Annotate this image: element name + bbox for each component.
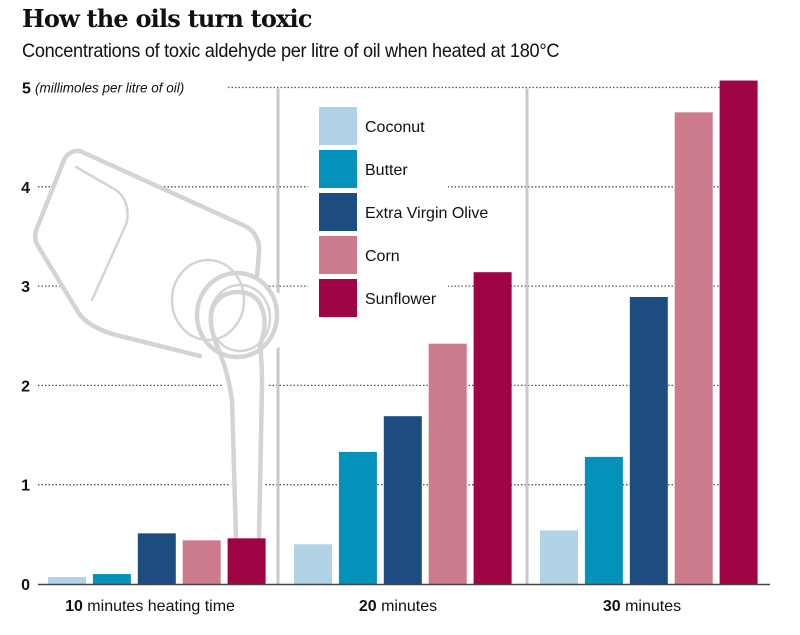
chart-title: How the oils turn toxic xyxy=(22,4,312,33)
legend: Coconut Butter Extra Virgin Olive Corn Sunfl… xyxy=(319,107,488,317)
y-axis: 0 1 2 3 4 5 (millimoles per litre of oil) xyxy=(21,81,184,595)
bar-coconut-10min xyxy=(48,577,86,584)
x-category-label: 20 minutes xyxy=(359,598,437,615)
x-category-text: minutes heating time xyxy=(83,598,235,615)
legend-swatch xyxy=(319,107,357,145)
legend-swatch xyxy=(319,236,357,274)
y-tick-label: 4 xyxy=(21,180,30,197)
bar-sunflower-20min xyxy=(473,272,512,584)
bars xyxy=(48,80,758,584)
x-axis-labels: 10 minutes heating time 20 minutes 30 minu… xyxy=(65,598,681,615)
y-tick-label: 3 xyxy=(21,279,30,296)
bar-butter-20min xyxy=(338,451,377,584)
y-tick-label: 1 xyxy=(21,478,30,495)
y-tick-label: 5 xyxy=(22,81,31,98)
oil-bottle-pouring-icon xyxy=(32,148,297,541)
bar-coconut-20min xyxy=(294,544,332,584)
x-category-number: 30 xyxy=(603,598,621,615)
bar-coconut-30min xyxy=(540,530,578,584)
legend-label: Coconut xyxy=(365,119,425,136)
y-tick-label: 0 xyxy=(21,577,30,594)
x-category-text: minutes xyxy=(621,598,681,615)
bar-butter-10min xyxy=(92,574,131,584)
legend-label: Butter xyxy=(365,162,408,179)
bar-corn-30min xyxy=(674,112,713,584)
legend-label: Sunflower xyxy=(365,291,437,308)
x-category-label: 30 minutes xyxy=(603,598,681,615)
bar-extra-virgin-olive-20min xyxy=(383,416,422,584)
bar-butter-30min xyxy=(584,456,623,584)
bar-extra-virgin-olive-30min xyxy=(629,297,668,584)
legend-swatch xyxy=(319,150,357,188)
x-category-text: minutes xyxy=(377,598,437,615)
x-category-label: 10 minutes heating time xyxy=(65,598,235,615)
x-category-number: 10 xyxy=(65,598,83,615)
bar-sunflower-10min xyxy=(227,538,266,584)
legend-swatch xyxy=(319,279,357,317)
bar-corn-20min xyxy=(428,343,467,584)
legend-label: Corn xyxy=(365,248,400,265)
y-tick-label: 2 xyxy=(21,378,30,395)
bar-sunflower-30min xyxy=(719,80,758,584)
legend-label: Extra Virgin Olive xyxy=(365,205,488,222)
y-axis-unit-label: (millimoles per litre of oil) xyxy=(35,81,184,96)
chart-subtitle: Concentrations of toxic aldehyde per lit… xyxy=(22,40,560,62)
x-category-number: 20 xyxy=(359,598,377,615)
bar-corn-10min xyxy=(182,540,221,584)
legend-swatch xyxy=(319,193,357,231)
bar-extra-virgin-olive-10min xyxy=(137,533,176,584)
